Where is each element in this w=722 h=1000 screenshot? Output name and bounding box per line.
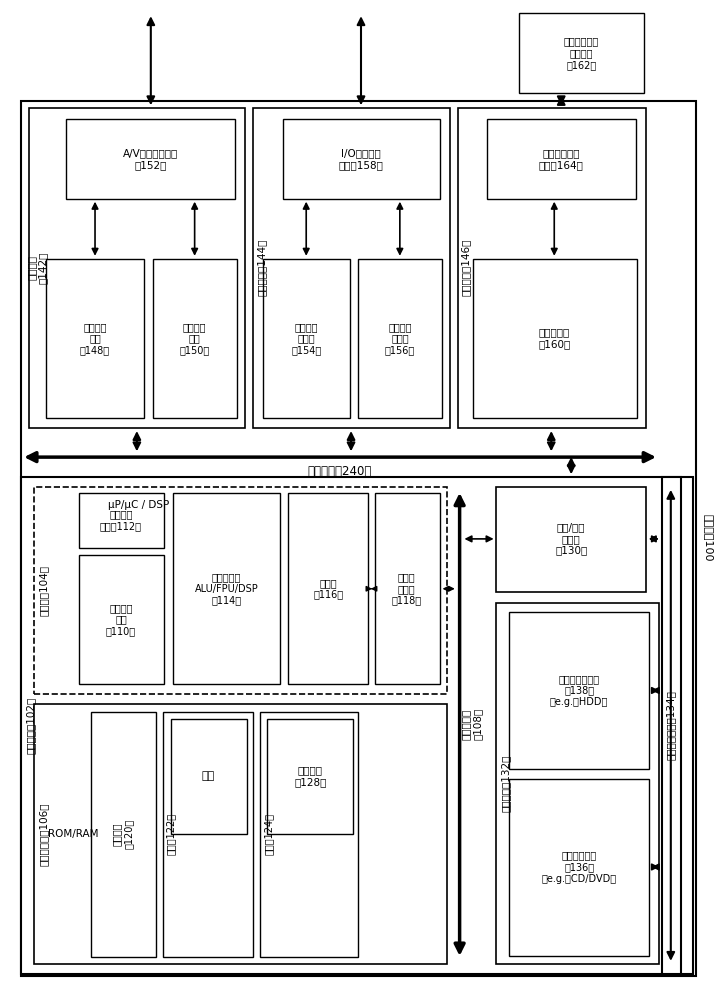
Bar xyxy=(22,477,692,974)
Text: 处理器（104）: 处理器（104） xyxy=(38,565,48,616)
Text: 网络控制器
（160）: 网络控制器 （160） xyxy=(538,328,570,349)
Text: A/V端口（多个）
（152）: A/V端口（多个） （152） xyxy=(123,148,178,170)
Bar xyxy=(487,119,636,199)
Text: 通信设备（146）: 通信设备（146） xyxy=(461,239,471,296)
Bar xyxy=(267,719,353,834)
Text: 程序数据
（128）: 程序数据 （128） xyxy=(294,765,326,787)
Text: 串行接口
控制器
（154）: 串行接口 控制器 （154） xyxy=(291,322,321,355)
Bar xyxy=(473,259,637,418)
Bar xyxy=(79,555,164,684)
Bar xyxy=(153,259,238,418)
Bar xyxy=(34,704,447,964)
Bar xyxy=(261,712,358,957)
Text: μP/μC / DSP: μP/μC / DSP xyxy=(108,500,170,510)
Text: 储存接口总线（134）: 储存接口总线（134） xyxy=(666,690,676,760)
Bar xyxy=(173,493,280,684)
Text: 存储器
控制器
（118）: 存储器 控制器 （118） xyxy=(392,572,422,605)
Bar xyxy=(79,493,164,548)
Text: 总线/接口
控制器
（130）: 总线/接口 控制器 （130） xyxy=(555,522,587,555)
Text: 基本配置（102）: 基本配置（102） xyxy=(25,697,35,754)
Text: 程序（122）: 程序（122） xyxy=(166,813,175,855)
Text: 操作系统
（120）: 操作系统 （120） xyxy=(112,819,134,849)
Text: 计算设备100: 计算设备100 xyxy=(704,514,713,562)
Bar xyxy=(358,259,442,418)
Text: 通信端口（多
个）（164）: 通信端口（多 个）（164） xyxy=(539,148,583,170)
Text: 并行接口
控制器
（156）: 并行接口 控制器 （156） xyxy=(385,322,415,355)
Bar xyxy=(34,487,447,694)
Text: 可移除储存器
（136）
（e.g.，CD/DVD）: 可移除储存器 （136） （e.g.，CD/DVD） xyxy=(542,850,617,884)
Bar xyxy=(510,612,649,769)
Text: 寄存器
（116）: 寄存器 （116） xyxy=(313,578,343,600)
Text: 图像处理
单元
（148）: 图像处理 单元 （148） xyxy=(80,322,110,355)
Bar xyxy=(66,119,235,199)
Text: 接口总线（240）: 接口总线（240） xyxy=(308,465,373,478)
Text: 数据（124）: 数据（124） xyxy=(264,813,274,855)
Text: 二级高速
缓存（112）: 二级高速 缓存（112） xyxy=(100,509,142,531)
Bar xyxy=(46,259,144,418)
Text: 外围接口（144）: 外围接口（144） xyxy=(256,239,266,296)
Bar xyxy=(22,101,696,976)
Text: 其他计算设备
（多个）
（162）: 其他计算设备 （多个） （162） xyxy=(564,37,599,70)
Text: 处理器核心
ALU/FPU/DSP
（114）: 处理器核心 ALU/FPU/DSP （114） xyxy=(195,572,258,605)
Bar xyxy=(662,477,681,974)
Bar xyxy=(458,108,646,428)
Bar xyxy=(162,712,253,957)
Bar xyxy=(264,259,350,418)
Text: 音频处理
单元
（150）: 音频处理 单元 （150） xyxy=(180,322,210,355)
Bar xyxy=(375,493,440,684)
Text: ROM/RAM: ROM/RAM xyxy=(48,829,98,839)
Bar xyxy=(519,13,644,93)
Text: 输出设备
（142）: 输出设备 （142） xyxy=(27,251,48,284)
Bar xyxy=(497,487,646,592)
Bar xyxy=(497,603,659,964)
Bar xyxy=(288,493,368,684)
Text: 系统存储器（106）: 系统存储器（106） xyxy=(38,802,48,866)
Bar xyxy=(170,719,248,834)
Bar xyxy=(253,108,450,428)
Bar xyxy=(91,712,156,957)
Text: I/O端口（多
个）（158）: I/O端口（多 个）（158） xyxy=(339,148,383,170)
Text: 一级高速
缓存
（110）: 一级高速 缓存 （110） xyxy=(106,603,136,636)
Bar xyxy=(283,119,440,199)
Bar xyxy=(510,779,649,956)
Text: 储存设备（132）: 储存设备（132） xyxy=(500,755,510,812)
Text: 指令: 指令 xyxy=(202,771,215,781)
Text: 存储器总线
（108）: 存储器总线 （108） xyxy=(461,708,482,740)
Text: 不可移除储存器
（138）
（e.g.，HDD）: 不可移除储存器 （138） （e.g.，HDD） xyxy=(550,674,609,707)
Bar xyxy=(30,108,245,428)
